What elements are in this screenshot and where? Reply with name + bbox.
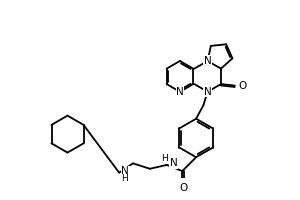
Text: H: H	[122, 174, 128, 183]
Text: N: N	[204, 87, 212, 97]
Text: O: O	[239, 81, 247, 91]
Text: N: N	[176, 87, 184, 97]
Text: H: H	[161, 154, 168, 163]
Text: O: O	[179, 183, 187, 193]
Text: N: N	[204, 56, 212, 66]
Text: N: N	[170, 158, 178, 168]
Text: N: N	[122, 166, 129, 176]
